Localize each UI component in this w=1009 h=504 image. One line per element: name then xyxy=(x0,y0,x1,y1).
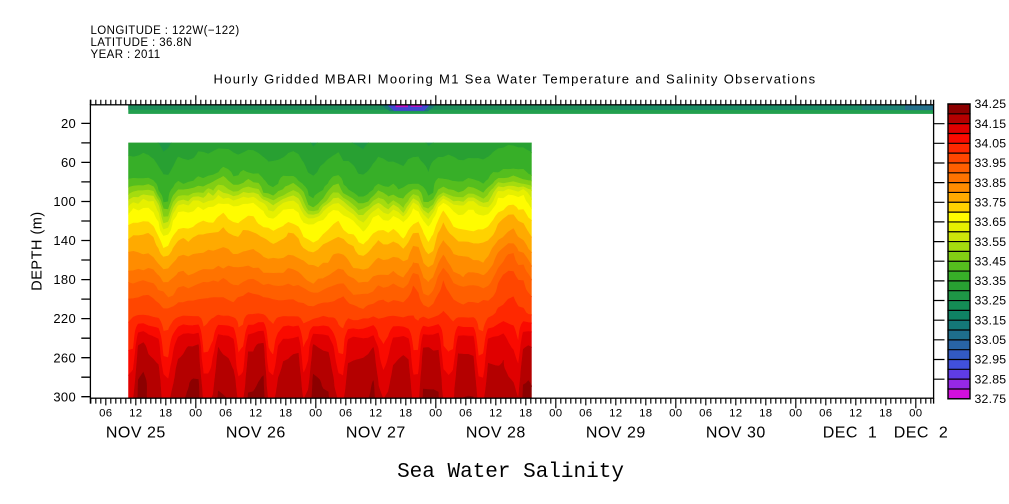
svg-text:18: 18 xyxy=(759,408,772,420)
svg-text:32.85: 32.85 xyxy=(975,372,1007,386)
svg-text:20: 20 xyxy=(61,116,76,131)
svg-text:32.95: 32.95 xyxy=(975,353,1007,367)
svg-text:LONGITUDE : 122W(−122): LONGITUDE : 122W(−122) xyxy=(91,25,240,37)
svg-text:18: 18 xyxy=(279,408,292,420)
svg-text:NOV 27: NOV 27 xyxy=(346,424,406,441)
svg-text:12: 12 xyxy=(609,408,622,420)
svg-text:06: 06 xyxy=(579,408,592,420)
svg-text:33.05: 33.05 xyxy=(975,333,1007,347)
svg-text:100: 100 xyxy=(53,194,76,209)
svg-text:12: 12 xyxy=(129,408,142,420)
svg-text:NOV 30: NOV 30 xyxy=(706,424,766,441)
svg-text:LATITUDE : 36.8N: LATITUDE : 36.8N xyxy=(91,37,192,49)
svg-text:06: 06 xyxy=(339,408,352,420)
svg-text:12: 12 xyxy=(489,408,502,420)
svg-text:18: 18 xyxy=(879,408,892,420)
svg-text:00: 00 xyxy=(189,408,202,420)
svg-text:DEPTH (m): DEPTH (m) xyxy=(30,211,46,290)
svg-text:33.85: 33.85 xyxy=(975,176,1007,190)
svg-text:12: 12 xyxy=(249,408,262,420)
svg-text:06: 06 xyxy=(699,408,712,420)
svg-text:12: 12 xyxy=(369,408,382,420)
svg-text:DEC 1: DEC 1 xyxy=(823,424,878,441)
svg-text:12: 12 xyxy=(849,408,862,420)
svg-text:180: 180 xyxy=(53,272,76,287)
svg-text:DEC 2: DEC 2 xyxy=(894,424,949,441)
svg-text:34.05: 34.05 xyxy=(975,137,1007,151)
svg-text:00: 00 xyxy=(429,408,442,420)
svg-text:12: 12 xyxy=(729,408,742,420)
svg-text:00: 00 xyxy=(309,408,322,420)
svg-text:00: 00 xyxy=(549,408,562,420)
svg-text:NOV 29: NOV 29 xyxy=(586,424,646,441)
svg-text:33.55: 33.55 xyxy=(975,235,1007,249)
svg-text:18: 18 xyxy=(159,408,172,420)
svg-text:33.35: 33.35 xyxy=(975,274,1007,288)
svg-text:Hourly Gridded MBARI Mooring M: Hourly Gridded MBARI Mooring M1 Sea Wate… xyxy=(213,72,816,87)
svg-text:33.45: 33.45 xyxy=(975,254,1007,268)
svg-text:06: 06 xyxy=(99,408,112,420)
svg-text:YEAR : 2011: YEAR : 2011 xyxy=(91,49,161,61)
svg-text:33.65: 33.65 xyxy=(975,215,1007,229)
svg-text:18: 18 xyxy=(639,408,652,420)
svg-text:00: 00 xyxy=(909,408,922,420)
svg-text:NOV 25: NOV 25 xyxy=(106,424,166,441)
svg-text:18: 18 xyxy=(399,408,412,420)
svg-text:33.15: 33.15 xyxy=(975,313,1007,327)
svg-text:06: 06 xyxy=(219,408,232,420)
svg-text:33.95: 33.95 xyxy=(975,156,1007,170)
svg-text:06: 06 xyxy=(459,408,472,420)
svg-text:18: 18 xyxy=(519,408,532,420)
svg-text:60: 60 xyxy=(61,155,76,170)
svg-text:220: 220 xyxy=(53,311,76,326)
svg-text:06: 06 xyxy=(819,408,832,420)
svg-text:NOV 28: NOV 28 xyxy=(466,424,526,441)
svg-text:260: 260 xyxy=(53,350,76,365)
svg-text:32.75: 32.75 xyxy=(975,392,1007,406)
svg-text:00: 00 xyxy=(789,408,802,420)
svg-text:140: 140 xyxy=(53,233,76,248)
svg-text:33.75: 33.75 xyxy=(975,195,1007,209)
svg-text:00: 00 xyxy=(669,408,682,420)
svg-text:34.15: 34.15 xyxy=(975,117,1007,131)
svg-text:33.25: 33.25 xyxy=(975,294,1007,308)
svg-text:NOV 26: NOV 26 xyxy=(226,424,286,441)
svg-text:34.25: 34.25 xyxy=(975,97,1007,111)
svg-text:300: 300 xyxy=(53,389,76,404)
svg-text:Sea Water Salinity: Sea Water Salinity xyxy=(397,461,624,484)
